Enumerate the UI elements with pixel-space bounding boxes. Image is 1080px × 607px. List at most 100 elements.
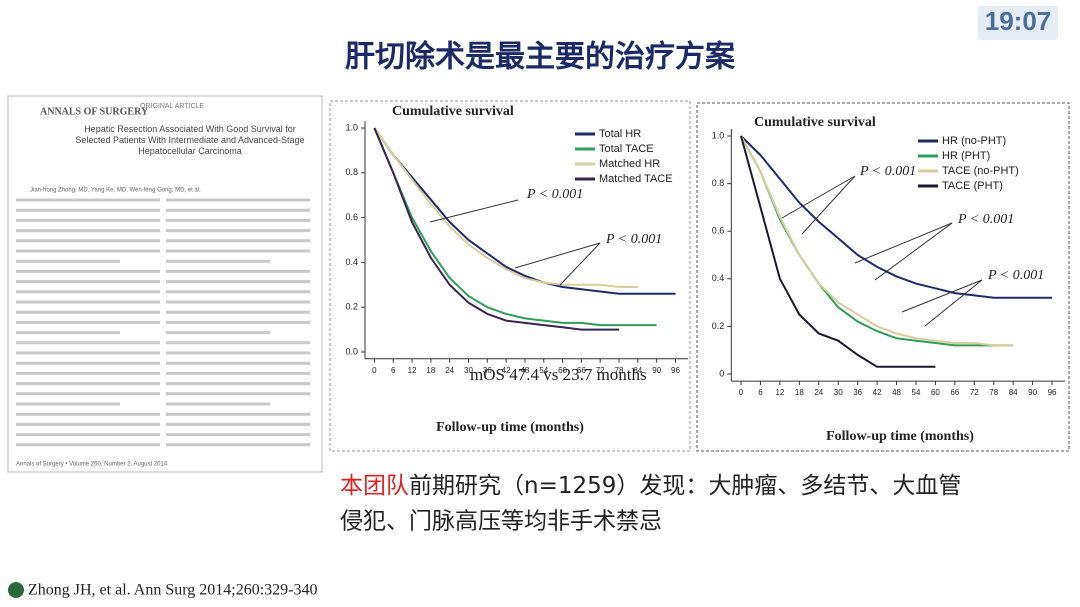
x-tick-label: 42 xyxy=(502,366,511,375)
chart: 0.0 0.2 0.4 0.6 0.8 1.0 0 6 12 18 24 30 36 42 48 54 60 66… xyxy=(345,104,688,435)
annotation: P < 0.001 xyxy=(957,212,1014,227)
panel xyxy=(696,102,1070,452)
chart: 0 0.2 0.4 0.6 0.8 1.0 0 6 12 18 24 30 36 42 48 54 60 66 72… xyxy=(712,115,1065,444)
paper-title: Hepatic Resection Associated With Good S… xyxy=(75,124,305,156)
survival-curve xyxy=(740,135,1014,347)
citation: Zhong JH, et al. Ann Surg 2014;260:329-3… xyxy=(28,582,317,599)
x-tick-label: 96 xyxy=(671,366,680,375)
x-tick-label: 30 xyxy=(834,388,843,397)
paper-title-box: Hepatic Resection Associated With Good S… xyxy=(75,124,305,156)
clock-bg xyxy=(978,6,1058,40)
paper-body xyxy=(16,198,310,447)
x-tick-label: 30 xyxy=(464,366,473,375)
x-tick-label: 18 xyxy=(795,388,804,397)
paper: ANNALS OF SURGERY ORIGINAL ARTICLE Hepat… xyxy=(7,95,323,473)
y-tick-label: 0 xyxy=(719,368,724,378)
legend-label: TACE (no-PHT) xyxy=(942,165,1019,177)
y-tick-label: 0.6 xyxy=(345,212,358,222)
slide-title: 肝切除术是最主要的治疗方案 xyxy=(345,40,736,75)
finding: 本团队前期研究（n=1259）发现：大肿瘤、多结节、大血管 xyxy=(340,473,961,499)
x-tick-label: 96 xyxy=(1048,388,1057,397)
annotation: P < 0.001 xyxy=(859,164,916,179)
paper-authors: Jian-hong Zhong, MD, Yang Ke, MD, Wen-fe… xyxy=(30,188,201,194)
annotation: mOS 47.4 vs 23.7 months xyxy=(470,365,647,384)
x-tick-label: 18 xyxy=(426,366,435,375)
y-tick-label: 0.4 xyxy=(712,273,725,283)
x-tick-label: 72 xyxy=(970,388,979,397)
y-tick-label: 0.2 xyxy=(712,321,725,331)
journal: ANNALS OF SURGERY xyxy=(40,106,149,117)
y-tick-label: 0.8 xyxy=(712,178,725,188)
x-tick-label: 42 xyxy=(873,388,882,397)
legend-label: HR (PHT) xyxy=(942,150,990,162)
x-tick-label: 24 xyxy=(445,366,454,375)
y-tick-label: 0.6 xyxy=(712,226,725,236)
survival-curve xyxy=(740,135,936,368)
x-tick-label: 36 xyxy=(483,366,492,375)
annotation-arrow xyxy=(429,199,519,223)
y-tick-label: 0.0 xyxy=(345,346,358,356)
x-tick-label: 6 xyxy=(758,388,763,397)
x-tick-label: 90 xyxy=(652,366,661,375)
chart-title: Cumulative survival xyxy=(754,115,876,130)
x-tick-label: 60 xyxy=(931,388,940,397)
x-tick-label: 66 xyxy=(577,366,586,375)
annotation-arrow xyxy=(559,242,601,286)
x-tick-label: 60 xyxy=(558,366,567,375)
x-tick-label: 90 xyxy=(1028,388,1037,397)
annotation-arrow xyxy=(901,279,983,313)
legend-label: Total TACE xyxy=(599,143,654,155)
x-tick-label: 48 xyxy=(520,366,529,375)
x-tick-label: 54 xyxy=(539,366,548,375)
paper-footer: Annals of Surgery • Volume 260, Number 2… xyxy=(16,462,168,468)
finding-text-continuation: 侵犯、门脉高压等均非手术禁忌 xyxy=(340,509,662,535)
x-tick-label: 84 xyxy=(633,366,642,375)
annotation-arrow xyxy=(781,175,856,219)
x-axis-label: Follow-up time (months) xyxy=(826,429,974,444)
annotation: P < 0.001 xyxy=(987,268,1044,283)
annotation-arrow xyxy=(924,279,983,327)
x-tick-label: 36 xyxy=(853,388,862,397)
x-tick-label: 0 xyxy=(739,388,744,397)
survival-curve xyxy=(740,135,1052,299)
logo xyxy=(8,582,24,598)
y-tick-label: 0.8 xyxy=(345,167,358,177)
annotation-arrow xyxy=(854,222,953,264)
section: ORIGINAL ARTICLE xyxy=(140,103,205,110)
x-tick-label: 24 xyxy=(814,388,823,397)
x-tick-label: 84 xyxy=(1009,388,1018,397)
survival-curve xyxy=(373,127,676,295)
x-tick-label: 78 xyxy=(615,366,624,375)
x-tick-label: 78 xyxy=(989,388,998,397)
legend-label: TACE (PHT) xyxy=(942,180,1003,192)
x-tick-label: 12 xyxy=(775,388,784,397)
legend-label: Matched TACE xyxy=(599,173,673,185)
panel xyxy=(329,100,691,452)
annotation: P < 0.001 xyxy=(526,187,583,202)
annotation-arrow xyxy=(514,242,601,269)
clock: 19:07 xyxy=(985,6,1052,36)
finding-highlight: 本团队 xyxy=(340,473,409,499)
x-tick-label: 66 xyxy=(950,388,959,397)
y-tick-label: 1.0 xyxy=(345,122,358,132)
finding-text-1: 前期研究（n=1259）发现：大肿瘤、多结节、大血管 xyxy=(409,473,961,499)
y-tick-label: 1.0 xyxy=(712,130,725,140)
x-tick-label: 72 xyxy=(596,366,605,375)
legend-label: Total HR xyxy=(599,128,641,140)
survival-curve xyxy=(373,127,657,327)
survival-curve xyxy=(373,127,619,331)
x-tick-label: 0 xyxy=(372,366,377,375)
chart-title: Cumulative survival xyxy=(392,104,514,119)
x-tick-label: 12 xyxy=(408,366,417,375)
annotation: P < 0.001 xyxy=(605,232,662,247)
paper-frame xyxy=(7,95,323,473)
x-tick-label: 6 xyxy=(391,366,396,375)
y-tick-label: 0.4 xyxy=(345,257,358,267)
legend-label: Matched HR xyxy=(599,158,660,170)
x-tick-label: 48 xyxy=(892,388,901,397)
legend-label: HR (no-PHT) xyxy=(942,135,1006,147)
annotation-arrow xyxy=(874,222,953,281)
x-tick-label: 54 xyxy=(912,388,921,397)
survival-curve xyxy=(373,127,638,288)
